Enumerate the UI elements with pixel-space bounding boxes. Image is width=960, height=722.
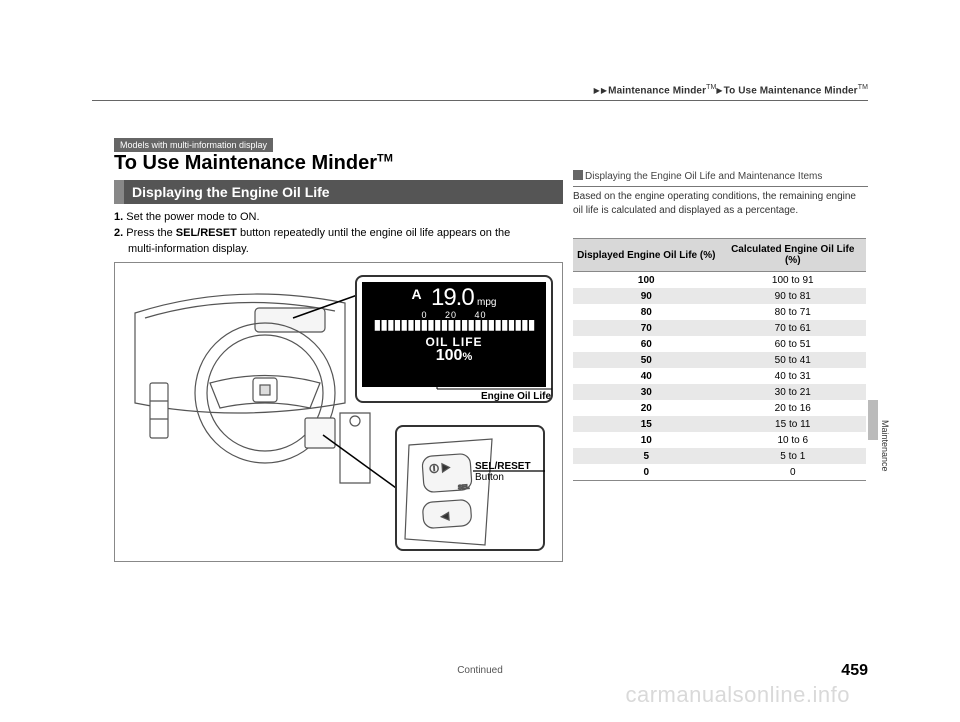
info-icon (573, 170, 583, 180)
table-row: 00 (573, 464, 866, 481)
table-cell-displayed: 70 (573, 320, 720, 336)
table-row: 6060 to 51 (573, 336, 866, 352)
page-number: 459 (841, 662, 868, 680)
section-tab (868, 400, 878, 440)
table-cell-displayed: 0 (573, 464, 720, 481)
continued-label: Continued (0, 665, 960, 676)
breadcrumb-arrow-icon: ▶ (594, 86, 600, 95)
manual-page: ▶▶Maintenance MinderTM▶To Use Maintenanc… (0, 0, 960, 722)
sel-reset-label: SEL/RESET Button (475, 461, 531, 483)
table-cell-displayed: 90 (573, 288, 720, 304)
sel-reset-button-illustration: ⓘ ▶ SEL ◀ (397, 427, 547, 553)
table-row: 2020 to 16 (573, 400, 866, 416)
sel-reset-callout: ⓘ ▶ SEL ◀ (395, 425, 545, 551)
table-row: 3030 to 21 (573, 384, 866, 400)
watermark: carmanualsonline.info (625, 682, 850, 708)
table-cell-calculated: 0 (720, 464, 867, 481)
svg-text:◀: ◀ (441, 511, 450, 523)
table-cell-calculated: 90 to 81 (720, 288, 867, 304)
page-title: To Use Maintenance MinderTM (114, 152, 393, 175)
table-row: 5050 to 41 (573, 352, 866, 368)
instruction-steps: 1. Set the power mode to ON. 2. Press th… (114, 210, 563, 258)
svg-text:ⓘ ▶: ⓘ ▶ (429, 463, 450, 474)
table-row: 7070 to 61 (573, 320, 866, 336)
table-cell-calculated: 15 to 11 (720, 416, 867, 432)
table-cell-displayed: 50 (573, 352, 720, 368)
table-cell-calculated: 20 to 16 (720, 400, 867, 416)
table-cell-displayed: 100 (573, 272, 720, 289)
table-cell-displayed: 40 (573, 368, 720, 384)
table-cell-calculated: 80 to 71 (720, 304, 867, 320)
table-cell-calculated: 40 to 31 (720, 368, 867, 384)
table-header-left: Displayed Engine Oil Life (%) (573, 239, 720, 272)
subsection-heading: Displaying the Engine Oil Life (114, 180, 563, 204)
engine-oil-life-label: Engine Oil Life (481, 391, 551, 402)
table-cell-displayed: 60 (573, 336, 720, 352)
breadcrumb: ▶▶Maintenance MinderTM▶To Use Maintenanc… (594, 84, 868, 96)
table-cell-displayed: 10 (573, 432, 720, 448)
table-row: 1010 to 6 (573, 432, 866, 448)
table-cell-calculated: 50 to 41 (720, 352, 867, 368)
table-header-right: Calculated Engine Oil Life (%) (720, 239, 867, 272)
table-cell-displayed: 80 (573, 304, 720, 320)
header-rule (92, 100, 868, 101)
dashboard-figure: A 19.0 mpg 0 20 40 ▮▮▮▮▮▮▮▮▮▮▮▮▮▮▮▮▮▮▮▮▮… (114, 262, 563, 562)
breadcrumb-arrow-icon: ▶ (716, 86, 722, 95)
sidebar-body-text: Based on the engine operating conditions… (573, 190, 868, 218)
table-row: 9090 to 81 (573, 288, 866, 304)
table-row: 100100 to 91 (573, 272, 866, 289)
table-cell-displayed: 30 (573, 384, 720, 400)
sidebar-heading: Displaying the Engine Oil Life and Maint… (573, 170, 868, 187)
table-row: 8080 to 71 (573, 304, 866, 320)
multi-info-display-callout: A 19.0 mpg 0 20 40 ▮▮▮▮▮▮▮▮▮▮▮▮▮▮▮▮▮▮▮▮▮… (355, 275, 553, 403)
table-cell-calculated: 5 to 1 (720, 448, 867, 464)
section-tab-label: Maintenance (880, 420, 890, 472)
display-screen: A 19.0 mpg 0 20 40 ▮▮▮▮▮▮▮▮▮▮▮▮▮▮▮▮▮▮▮▮▮… (362, 282, 546, 387)
table-cell-displayed: 15 (573, 416, 720, 432)
table-cell-calculated: 60 to 51 (720, 336, 867, 352)
table-cell-calculated: 100 to 91 (720, 272, 867, 289)
oil-life-table: Displayed Engine Oil Life (%) Calculated… (573, 238, 866, 481)
table-cell-displayed: 5 (573, 448, 720, 464)
svg-text:SEL: SEL (458, 484, 470, 491)
table-cell-calculated: 10 to 6 (720, 432, 867, 448)
model-tag: Models with multi-information display (114, 138, 273, 152)
table-cell-calculated: 70 to 61 (720, 320, 867, 336)
table-cell-calculated: 30 to 21 (720, 384, 867, 400)
table-row: 4040 to 31 (573, 368, 866, 384)
table-row: 55 to 1 (573, 448, 866, 464)
breadcrumb-arrow-icon: ▶ (601, 86, 607, 95)
table-cell-displayed: 20 (573, 400, 720, 416)
table-row: 1515 to 11 (573, 416, 866, 432)
